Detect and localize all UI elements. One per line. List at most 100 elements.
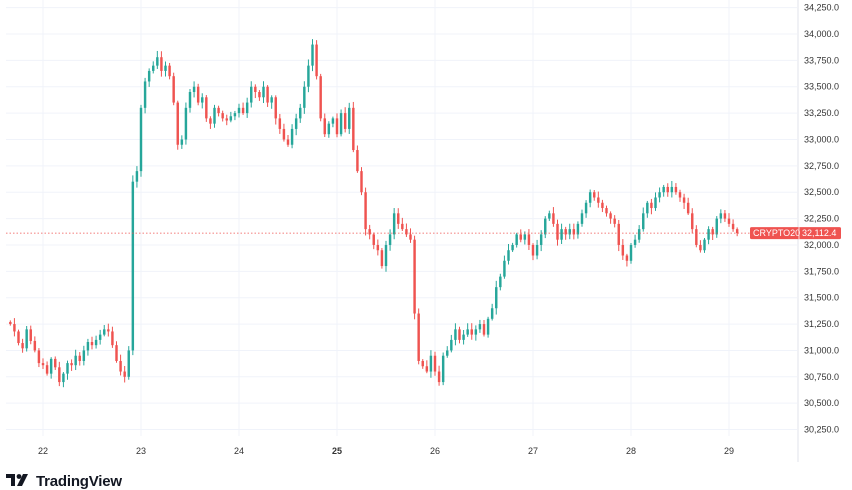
candle-down xyxy=(433,351,437,376)
candle-body xyxy=(119,360,122,372)
candle-body xyxy=(695,229,698,245)
candle-body xyxy=(633,239,637,245)
candle-up xyxy=(86,338,90,356)
candle-body xyxy=(135,171,139,182)
candle-up xyxy=(637,225,641,243)
date-tick-label: 25 xyxy=(332,446,342,456)
candle-down xyxy=(605,205,608,217)
candle-down xyxy=(115,341,118,363)
candle-body xyxy=(409,234,412,240)
candle-body xyxy=(107,329,110,332)
candle-body xyxy=(368,229,371,235)
candle-up xyxy=(441,352,445,386)
candle-body xyxy=(237,107,241,114)
symbol-badge-label: CRYPTO20 xyxy=(753,228,800,238)
candle-body xyxy=(209,118,212,124)
candle-up xyxy=(127,346,130,380)
candle-up xyxy=(307,59,310,93)
candle-body xyxy=(727,218,731,224)
candle-down xyxy=(160,51,163,77)
price-tick-label: 33,750.0 xyxy=(804,55,839,65)
candle-body xyxy=(425,366,429,372)
candle-body xyxy=(21,343,24,349)
candle-up xyxy=(62,372,65,388)
candle-body xyxy=(629,244,633,261)
candle-up xyxy=(237,103,241,118)
candle-body xyxy=(421,360,424,367)
price-tick-label: 30,500.0 xyxy=(804,398,839,408)
candle-down xyxy=(278,113,282,134)
candle-down xyxy=(254,84,257,99)
candle-up xyxy=(580,209,584,227)
candle-up xyxy=(629,242,633,264)
candle-body xyxy=(49,358,53,374)
candle-body xyxy=(588,192,592,203)
candle-down xyxy=(735,227,739,237)
candle-body xyxy=(527,234,531,245)
candle-body xyxy=(294,118,298,129)
candle-body xyxy=(499,276,502,288)
candle-body xyxy=(646,202,649,214)
candle-body xyxy=(617,223,620,245)
candle-down xyxy=(625,253,629,267)
brand-name: TradingView xyxy=(36,473,122,490)
candle-body xyxy=(691,213,694,230)
candle-body xyxy=(429,355,433,372)
candle-up xyxy=(180,135,184,149)
candle-down xyxy=(413,235,416,320)
candle-body xyxy=(37,350,41,364)
candle-body xyxy=(66,363,69,374)
candle-body xyxy=(270,97,273,103)
candle-body xyxy=(450,339,453,351)
candle-body xyxy=(180,139,184,145)
candle-body xyxy=(474,329,478,335)
candle-body xyxy=(221,113,224,119)
candle-up xyxy=(98,329,102,345)
candle-body xyxy=(666,186,669,193)
candle-body xyxy=(303,86,306,108)
candle-up xyxy=(201,93,204,109)
candle-body xyxy=(613,218,616,224)
candle-down xyxy=(9,320,12,326)
candle-down xyxy=(33,336,37,353)
candle-up xyxy=(384,240,388,272)
candle-up xyxy=(192,81,196,98)
date-tick-label: 27 xyxy=(528,446,538,456)
candle-body xyxy=(290,128,294,145)
candle-body xyxy=(315,44,318,77)
candle-up xyxy=(311,39,314,72)
candle-down xyxy=(470,323,473,340)
candle-body xyxy=(319,76,322,119)
candle-down xyxy=(686,197,690,215)
candle-body xyxy=(241,107,245,114)
candle-body xyxy=(172,76,175,103)
last-price-badge-bg xyxy=(750,227,841,240)
candle-down xyxy=(176,100,179,150)
candle-down xyxy=(335,113,339,138)
candle-up xyxy=(152,61,155,74)
candle-up xyxy=(478,319,482,333)
candle-body xyxy=(539,234,543,245)
candle-up xyxy=(262,81,265,103)
candle-down xyxy=(376,239,380,256)
candle-body xyxy=(274,97,277,119)
candle-body xyxy=(86,342,90,351)
candle-body xyxy=(576,223,580,235)
candle-body xyxy=(662,186,665,193)
candle-down xyxy=(45,361,49,376)
candle-body xyxy=(658,192,661,198)
candle-down xyxy=(196,83,200,106)
price-tick-label: 31,500.0 xyxy=(804,293,839,303)
last-price-label: 32,112.4 xyxy=(802,228,836,238)
candle-up xyxy=(515,232,518,248)
candle-down xyxy=(343,107,347,133)
candle-up xyxy=(74,349,77,371)
candle-up xyxy=(290,124,294,149)
candle-body xyxy=(703,239,706,251)
candle-up xyxy=(511,242,514,252)
candle-down xyxy=(221,110,224,122)
candle-down xyxy=(425,360,429,374)
candle-down xyxy=(266,85,269,107)
candle-body xyxy=(17,331,20,344)
